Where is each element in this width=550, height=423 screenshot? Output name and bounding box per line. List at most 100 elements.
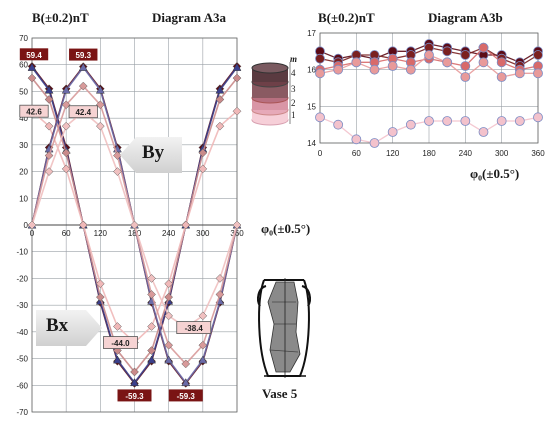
data-point <box>147 322 156 331</box>
by-label: By <box>142 142 165 163</box>
data-point <box>147 346 156 355</box>
data-point <box>442 116 453 126</box>
y-tick-label: -20 <box>16 274 28 283</box>
y-tick-label: 15 <box>307 102 316 111</box>
data-point <box>95 279 105 289</box>
data-point <box>369 138 380 148</box>
data-point <box>61 100 71 110</box>
data-point <box>232 220 242 230</box>
y-tick-label: -60 <box>16 381 28 390</box>
data-point <box>147 274 156 283</box>
data-point <box>369 64 380 75</box>
data-point <box>460 61 471 71</box>
data-point <box>164 279 174 289</box>
y-tick-label: 14 <box>307 139 316 148</box>
data-point <box>198 355 208 364</box>
data-point <box>95 85 105 94</box>
x-tick-label: 120 <box>94 229 108 238</box>
vase-graphic <box>257 278 311 378</box>
data-label: -59.3 <box>177 392 196 401</box>
data-point <box>405 119 416 130</box>
by-arrow-shape <box>120 137 182 173</box>
data-point <box>442 46 453 57</box>
data-point <box>164 292 174 302</box>
data-point <box>164 355 174 364</box>
data-label-box <box>19 48 49 61</box>
right-xlabel: φ₀(±0.5°) <box>470 166 520 181</box>
legend-level-4: 4 <box>291 68 296 78</box>
data-point <box>61 164 71 174</box>
data-point <box>333 64 344 75</box>
data-point <box>442 57 453 68</box>
data-label: 42.6 <box>26 108 42 117</box>
data-point <box>460 50 471 60</box>
y-tick-label: -40 <box>16 328 28 337</box>
plot-frame <box>319 32 539 144</box>
data-point <box>232 62 242 71</box>
legend-level-2: 2 <box>291 98 296 108</box>
y-tick-label: 30 <box>19 141 28 150</box>
data-point <box>147 355 157 364</box>
by-arrow: By <box>120 137 182 173</box>
data-point <box>478 57 489 68</box>
data-point <box>61 121 71 131</box>
data-point <box>61 85 71 94</box>
data-point <box>387 127 398 137</box>
data-label: 42.4 <box>75 108 91 117</box>
data-point <box>215 85 225 94</box>
data-label: -59.3 <box>125 392 144 401</box>
data-point <box>232 106 242 116</box>
data-point <box>478 42 489 53</box>
data-label: 59.4 <box>26 51 42 60</box>
y-tick-label: 60 <box>19 61 28 70</box>
bx-label: Bx <box>46 315 69 336</box>
data-point <box>387 61 398 71</box>
data-label-box <box>103 336 138 349</box>
data-point <box>61 148 71 158</box>
data-point <box>232 73 242 83</box>
y-tick-label: -30 <box>16 301 28 310</box>
legend-m: m <box>290 54 298 64</box>
bx-arrow-shape <box>36 310 102 346</box>
left-xlabel: φ₀(±0.5°) <box>261 221 311 236</box>
data-point <box>164 311 174 321</box>
x-tick-label: 60 <box>352 149 361 158</box>
x-tick-label: 240 <box>162 229 176 238</box>
data-point <box>78 62 88 71</box>
data-point <box>164 340 174 350</box>
data-point <box>27 220 37 230</box>
x-tick-label: 60 <box>62 229 71 238</box>
data-point <box>351 134 362 145</box>
data-point <box>198 311 208 321</box>
data-label-box <box>176 321 212 334</box>
vase-label: Vase 5 <box>262 386 298 401</box>
data-point <box>315 112 325 123</box>
data-point <box>95 121 105 131</box>
data-point <box>215 121 225 131</box>
data-label: 59.3 <box>75 51 91 60</box>
vase-illustration <box>254 272 316 384</box>
data-point <box>315 53 325 64</box>
data-point <box>315 68 325 79</box>
right-title: Diagram A3b <box>428 10 503 25</box>
data-label: -38.4 <box>185 324 204 333</box>
left-ylabel: B(±0.2)nT <box>32 10 89 25</box>
data-point <box>405 64 416 75</box>
x-tick-label: 360 <box>531 149 545 158</box>
data-point <box>44 85 54 94</box>
level-stack-graphic <box>251 62 291 126</box>
x-tick-label: 120 <box>386 149 400 158</box>
y-tick-label: 17 <box>307 29 316 38</box>
data-point <box>27 73 37 83</box>
data-point <box>27 62 37 71</box>
data-point <box>198 148 208 158</box>
y-tick-label: 16 <box>307 66 316 75</box>
data-point <box>181 378 191 387</box>
y-tick-label: 50 <box>19 87 28 96</box>
data-label: -44.0 <box>111 339 130 348</box>
data-point <box>215 95 225 104</box>
data-point <box>198 164 208 174</box>
data-point <box>44 95 54 104</box>
